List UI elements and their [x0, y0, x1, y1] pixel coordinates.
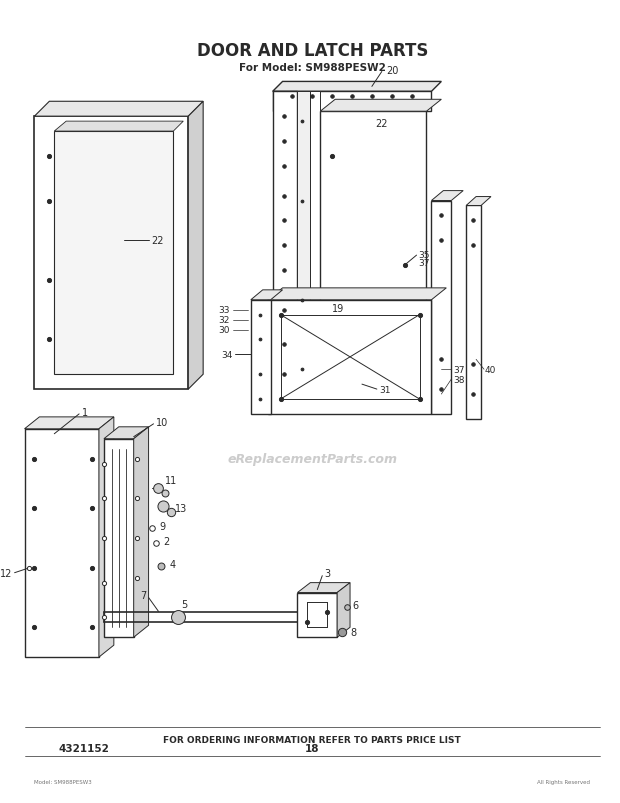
Text: 7: 7	[140, 589, 146, 600]
Polygon shape	[99, 418, 114, 657]
Text: All Rights Reserved: All Rights Reserved	[537, 779, 590, 784]
Text: 4: 4	[169, 559, 175, 569]
Polygon shape	[55, 132, 174, 375]
Text: 13: 13	[175, 503, 188, 514]
Polygon shape	[251, 291, 283, 300]
Polygon shape	[268, 300, 432, 414]
Polygon shape	[273, 92, 432, 112]
Polygon shape	[25, 430, 99, 657]
Text: 30: 30	[218, 326, 229, 335]
Polygon shape	[268, 288, 446, 300]
Text: 35: 35	[418, 251, 430, 259]
Polygon shape	[321, 100, 441, 112]
Text: 40: 40	[485, 365, 497, 374]
Polygon shape	[188, 102, 203, 389]
Text: 34: 34	[221, 350, 233, 360]
Polygon shape	[298, 583, 350, 593]
Text: 19: 19	[332, 304, 344, 313]
Polygon shape	[298, 92, 311, 389]
Polygon shape	[298, 593, 337, 638]
Text: eReplacementParts.com: eReplacementParts.com	[228, 453, 397, 466]
Text: 5: 5	[181, 600, 188, 609]
Polygon shape	[251, 300, 271, 414]
Text: 3: 3	[324, 568, 330, 578]
Text: 6: 6	[352, 601, 358, 611]
Text: 10: 10	[156, 418, 168, 427]
Polygon shape	[432, 191, 463, 202]
Text: FOR ORDERING INFORMATION REFER TO PARTS PRICE LIST: FOR ORDERING INFORMATION REFER TO PARTS …	[164, 735, 461, 744]
Text: Model: SM988PESW3: Model: SM988PESW3	[35, 779, 92, 784]
Polygon shape	[35, 117, 188, 389]
Text: 1: 1	[82, 407, 88, 418]
Polygon shape	[337, 583, 350, 638]
Text: 31: 31	[379, 385, 391, 394]
Polygon shape	[35, 102, 203, 117]
Polygon shape	[432, 202, 451, 414]
Polygon shape	[466, 206, 481, 419]
Text: 37: 37	[453, 365, 465, 374]
Polygon shape	[273, 83, 441, 92]
Text: 33: 33	[218, 306, 229, 315]
Text: 18: 18	[305, 744, 319, 753]
Polygon shape	[104, 427, 149, 439]
Polygon shape	[104, 439, 134, 638]
Polygon shape	[321, 112, 427, 389]
Text: 38: 38	[453, 375, 465, 384]
Polygon shape	[311, 92, 321, 389]
Text: For Model: SM988PESW2: For Model: SM988PESW2	[239, 63, 386, 72]
Polygon shape	[134, 427, 149, 638]
Text: 9: 9	[159, 521, 166, 532]
Text: 20: 20	[386, 65, 398, 75]
Text: 2: 2	[164, 536, 170, 546]
Text: 12: 12	[0, 568, 12, 578]
Text: 11: 11	[166, 476, 178, 486]
Text: 32: 32	[218, 316, 229, 324]
Text: 22: 22	[151, 236, 164, 246]
Text: 4321152: 4321152	[59, 744, 110, 753]
Polygon shape	[25, 418, 114, 430]
Text: 37: 37	[418, 259, 430, 267]
Polygon shape	[273, 92, 298, 389]
Polygon shape	[466, 198, 491, 206]
Text: 8: 8	[350, 627, 356, 638]
Text: 22: 22	[375, 119, 388, 129]
Text: DOOR AND LATCH PARTS: DOOR AND LATCH PARTS	[197, 42, 428, 59]
Polygon shape	[55, 122, 184, 132]
